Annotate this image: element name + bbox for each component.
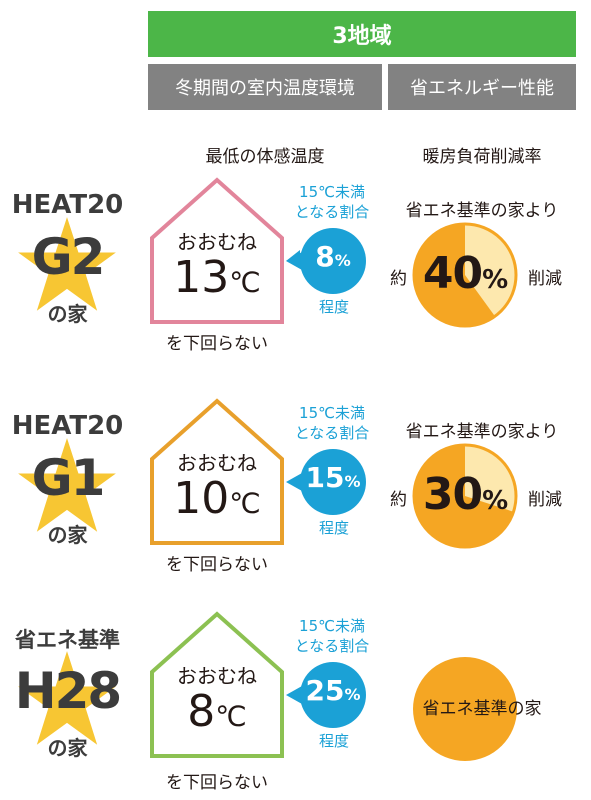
pie-ring bbox=[412, 443, 518, 549]
approx-label: 約 bbox=[390, 269, 407, 289]
ratio-unit: % bbox=[334, 251, 351, 270]
ratio-label: 15℃未満となる割合 bbox=[282, 616, 382, 656]
grade-name: G1 bbox=[31, 449, 106, 507]
comparison-label: 省エネ基準の家より bbox=[405, 422, 559, 442]
ratio-label-line2: となる割合 bbox=[294, 424, 370, 442]
pie-reduction-slice bbox=[465, 444, 517, 513]
reduction-suffix: 削減 bbox=[528, 269, 562, 289]
ratio-label-line1: 15℃未満 bbox=[299, 183, 365, 201]
reduction-pie bbox=[412, 222, 518, 328]
reduction-value: 30% bbox=[410, 469, 520, 520]
subheader-heating-load-reduction: 暖房負荷削減率 bbox=[422, 147, 542, 167]
house-icon bbox=[150, 177, 284, 324]
pie-base bbox=[413, 657, 517, 761]
comparison-label: 省エネ基準の家より bbox=[405, 201, 559, 221]
ratio-degree: 程度 bbox=[318, 519, 349, 537]
star-icon bbox=[18, 217, 116, 311]
speech-bubble bbox=[286, 662, 366, 728]
temperature-value: 10 bbox=[173, 473, 230, 524]
house-label: おおむね bbox=[177, 451, 257, 475]
reduction-value: 40% bbox=[410, 248, 520, 299]
grade-row-g1: HEAT20 G1 の家 おおむね 10℃ を下回らない 15℃未満 となる割合 … bbox=[0, 397, 591, 587]
reduction-unit: % bbox=[482, 486, 508, 516]
temperature-note: を下回らない bbox=[166, 555, 268, 575]
house-label: おおむね bbox=[177, 664, 257, 688]
grade-name: H28 bbox=[14, 662, 122, 720]
subheader-min-felt-temperature: 最低の体感温度 bbox=[205, 147, 325, 167]
grade-label: HEAT20 G2 の家 bbox=[0, 176, 135, 356]
ratio-value: 8% bbox=[300, 240, 366, 273]
ratio-label-line2: となる割合 bbox=[294, 203, 370, 221]
temperature-note: を下回らない bbox=[166, 334, 268, 354]
grade-label-top: HEAT20 bbox=[11, 190, 124, 220]
ratio-degree: 程度 bbox=[318, 298, 349, 316]
temperature-note: を下回らない bbox=[166, 773, 268, 793]
reduction-pie bbox=[412, 443, 518, 549]
grade-label: HEAT20 G1 の家 bbox=[0, 397, 135, 577]
grade-label-top: 省エネ基準 bbox=[15, 628, 120, 652]
temperature-unit: ℃ bbox=[215, 700, 247, 733]
grade-label-bottom: の家 bbox=[47, 302, 88, 326]
grade-label-top: HEAT20 bbox=[11, 411, 124, 441]
ratio-unit: % bbox=[344, 685, 361, 704]
base-house-label: 省エネ基準の家 bbox=[422, 699, 542, 719]
temperature-value: 8 bbox=[187, 686, 216, 737]
speech-bubble bbox=[286, 228, 366, 294]
house-label: おおむね bbox=[177, 230, 257, 254]
grade-name: G2 bbox=[31, 228, 106, 286]
grade-row-h28: 省エネ基準 H28 の家 おおむね 8℃ を下回らない 15℃未満となる割合 2… bbox=[0, 610, 591, 800]
min-temperature: 8℃ bbox=[148, 686, 286, 737]
pie-reduction-slice bbox=[465, 223, 517, 318]
base-circle bbox=[413, 657, 517, 761]
house-icon bbox=[150, 398, 284, 545]
ratio-value: 15% bbox=[300, 461, 366, 494]
ratio-unit: % bbox=[344, 472, 361, 491]
reduction-unit: % bbox=[482, 265, 508, 295]
grade-row-g2: HEAT20 G2 の家 おおむね 13℃ を下回らない 15℃未満 となる割合 … bbox=[0, 176, 591, 366]
reduction-number: 30 bbox=[422, 469, 483, 520]
star-icon bbox=[18, 651, 116, 745]
min-temperature: 10℃ bbox=[148, 473, 286, 524]
region-header: 3地域 bbox=[148, 11, 576, 57]
temperature-value: 13 bbox=[173, 252, 230, 303]
speech-bubble bbox=[286, 449, 366, 515]
grade-label-bottom: の家 bbox=[47, 736, 88, 760]
ratio-number: 25 bbox=[305, 674, 345, 707]
ratio-label-line2: となる割合 bbox=[294, 637, 370, 655]
house-icon bbox=[150, 611, 284, 758]
pie-ring bbox=[412, 222, 518, 328]
ratio-number: 15 bbox=[305, 461, 345, 494]
column-header-indoor-temperature: 冬期間の室内温度環境 bbox=[148, 64, 382, 110]
grade-label: 省エネ基準 H28 の家 bbox=[0, 610, 135, 790]
approx-label: 約 bbox=[390, 490, 407, 510]
ratio-degree: 程度 bbox=[318, 732, 349, 750]
reduction-suffix: 削減 bbox=[528, 490, 562, 510]
ratio-label: 15℃未満となる割合 bbox=[282, 182, 382, 222]
star-icon bbox=[18, 438, 116, 532]
ratio-label-line1: 15℃未満 bbox=[299, 617, 365, 635]
reduction-number: 40 bbox=[422, 248, 483, 299]
ratio-label: 15℃未満となる割合 bbox=[282, 403, 382, 443]
column-header-energy-performance: 省エネルギー性能 bbox=[388, 64, 576, 110]
temperature-unit: ℃ bbox=[229, 266, 261, 299]
ratio-number: 8 bbox=[315, 240, 335, 273]
min-temperature: 13℃ bbox=[148, 252, 286, 303]
grade-label-bottom: の家 bbox=[47, 523, 88, 547]
temperature-unit: ℃ bbox=[229, 487, 261, 520]
ratio-label-line1: 15℃未満 bbox=[299, 404, 365, 422]
ratio-value: 25% bbox=[300, 674, 366, 707]
